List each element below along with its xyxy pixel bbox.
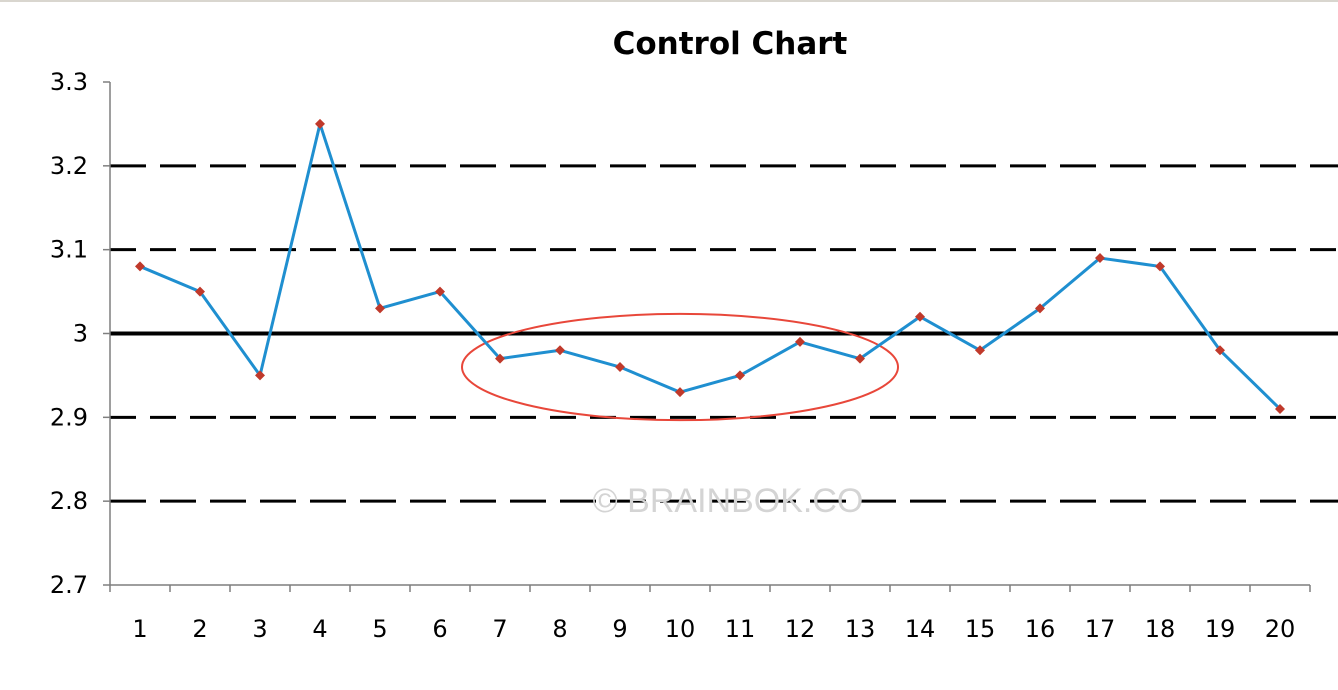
data-point: [1095, 253, 1105, 264]
data-point: [195, 286, 205, 297]
y-tick-label: 2.7: [50, 571, 88, 599]
data-point: [255, 370, 265, 381]
data-point: [315, 118, 325, 129]
x-tick-label: 11: [725, 615, 756, 643]
data-point: [1155, 261, 1165, 272]
x-tick-label: 15: [965, 615, 996, 643]
data-point: [435, 286, 445, 297]
x-tick-label: 9: [612, 615, 627, 643]
y-tick-label: 3.2: [50, 152, 88, 180]
x-tick-label: 16: [1025, 615, 1056, 643]
data-point: [135, 261, 145, 272]
data-point: [735, 370, 745, 381]
x-tick-label: 17: [1085, 615, 1116, 643]
x-tick-label: 20: [1265, 615, 1296, 643]
series-line: [139, 122, 1282, 411]
data-point: [795, 336, 805, 347]
watermark: © BRAINBOK.CO: [593, 482, 864, 520]
reference-lines: [110, 164, 1338, 503]
data-point: [1215, 345, 1225, 356]
y-tick-label: 2.8: [50, 487, 88, 515]
data-point: [615, 362, 625, 373]
highlight-region: [461, 312, 899, 422]
x-tick-label: 10: [665, 615, 696, 643]
data-point: [1275, 403, 1285, 414]
x-tick-label: 18: [1145, 615, 1176, 643]
data-point: [915, 311, 925, 322]
x-tick-label: 4: [312, 615, 327, 643]
x-tick-label: 13: [845, 615, 876, 643]
series-group: [135, 118, 1285, 414]
x-tick-label: 14: [905, 615, 936, 643]
y-tick-labels: 2.7 2.8 2.9 3 3.1 3.2 3.3: [50, 68, 88, 599]
data-point: [1035, 303, 1045, 314]
x-tick-label: 6: [432, 615, 447, 643]
x-tick-label: 12: [785, 615, 816, 643]
y-tick-label: 3.3: [50, 68, 88, 96]
highlight-ellipse: [461, 312, 899, 422]
x-tick-label: 5: [372, 615, 387, 643]
data-point: [555, 345, 565, 356]
x-tick-label: 3: [252, 615, 267, 643]
x-tick-label: 1: [132, 615, 147, 643]
x-tick-label: 2: [192, 615, 207, 643]
data-point: [375, 303, 385, 314]
data-point: [855, 353, 865, 364]
y-tick-label: 3.1: [50, 236, 88, 264]
x-tick-labels: 1 2 3 4 5 6 7 8 9 10 11 12 13 14 15 16 17 18 19 20: [132, 615, 1295, 643]
data-point: [495, 353, 505, 364]
data-point: [675, 387, 685, 398]
chart-title: Control Chart: [613, 26, 848, 62]
x-tick-label: 8: [552, 615, 567, 643]
y-tick-label: 3: [73, 320, 88, 348]
x-tick-label: 7: [492, 615, 507, 643]
data-point: [975, 345, 985, 356]
x-tick-label: 19: [1205, 615, 1236, 643]
axes: [103, 81, 1311, 592]
y-tick-label: 2.9: [50, 403, 88, 431]
